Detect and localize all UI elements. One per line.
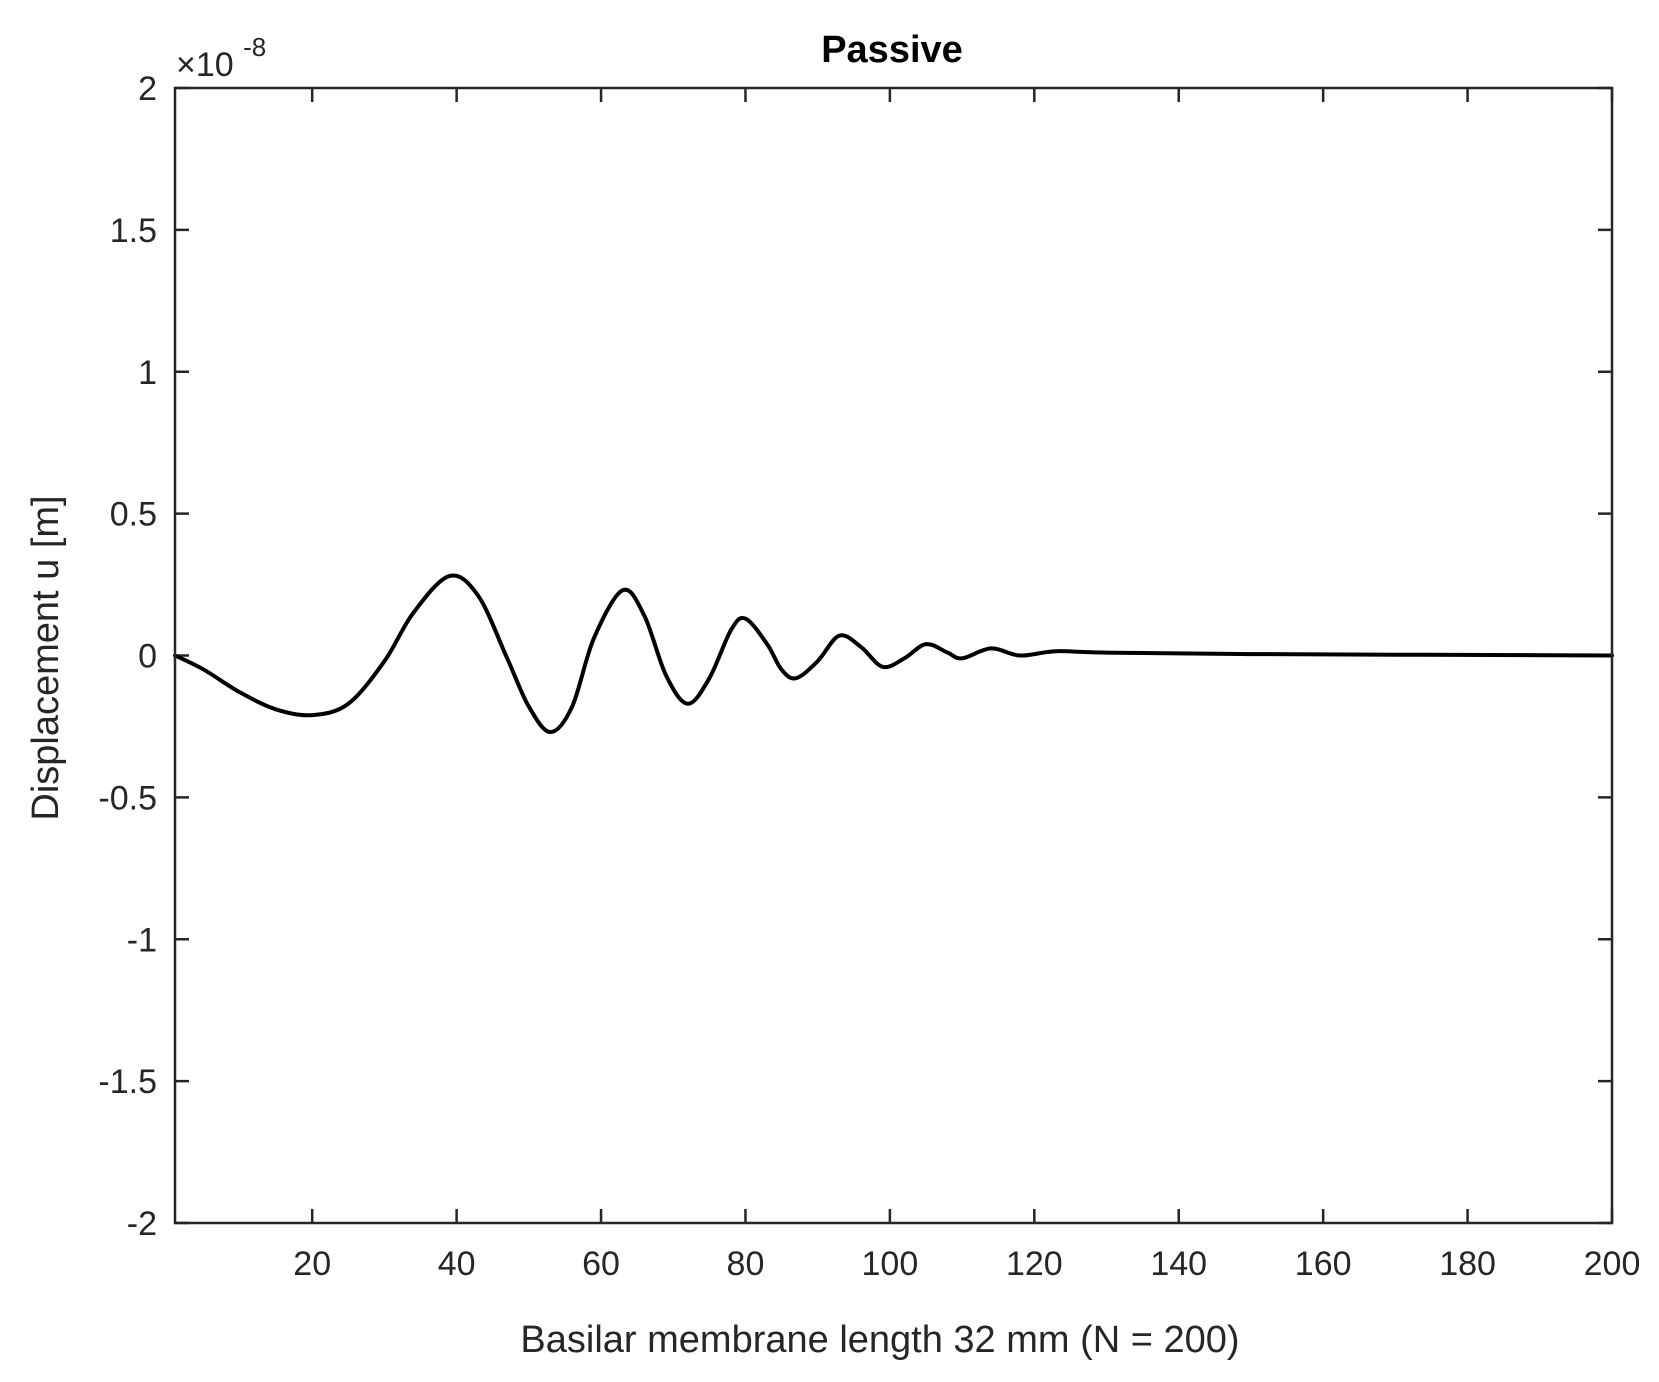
x-tick-label: 40 xyxy=(438,1245,476,1283)
y-axis-label: Displacement u [m] xyxy=(25,495,67,820)
series-line xyxy=(173,573,1614,735)
y-tick-label: 1 xyxy=(138,354,157,392)
axes-box xyxy=(173,86,1614,1225)
x-tick-label: 180 xyxy=(1439,1245,1496,1283)
x-tick-label: 80 xyxy=(727,1245,765,1283)
x-tick-label: 60 xyxy=(582,1245,620,1283)
y-tick-label: 2 xyxy=(138,70,157,108)
x-tick-label: 120 xyxy=(1006,1245,1063,1283)
x-tick-label: 20 xyxy=(293,1245,331,1283)
y-tick-label: 1.5 xyxy=(110,212,157,250)
y-tick-label: -1.5 xyxy=(98,1063,157,1101)
x-tick-label: 100 xyxy=(862,1245,919,1283)
x-tick-label: 160 xyxy=(1295,1245,1352,1283)
y-exponent-value: -8 xyxy=(243,32,266,62)
x-tick-label: 140 xyxy=(1150,1245,1207,1283)
y-exponent-label: ×10 -8 xyxy=(176,32,266,84)
y-tick-label: -0.5 xyxy=(98,779,157,817)
x-tick-labels: 20 40 60 80 100 120 140 160 180 200 xyxy=(293,1245,1640,1283)
y-tick-label: 0 xyxy=(138,638,157,676)
x-tick-label: 200 xyxy=(1584,1245,1641,1283)
y-tick-label: -2 xyxy=(127,1205,157,1243)
x-axis-label: Basilar membrane length 32 mm (N = 200) xyxy=(520,1319,1239,1361)
y-exponent-prefix: ×10 xyxy=(176,46,234,84)
y-tick-labels: -2 -1.5 -1 -0.5 0 0.5 1 1.5 2 xyxy=(98,70,157,1243)
y-tick-label: 0.5 xyxy=(110,496,157,534)
chart-title: Passive xyxy=(821,29,963,71)
y-tick-label: -1 xyxy=(127,921,157,959)
